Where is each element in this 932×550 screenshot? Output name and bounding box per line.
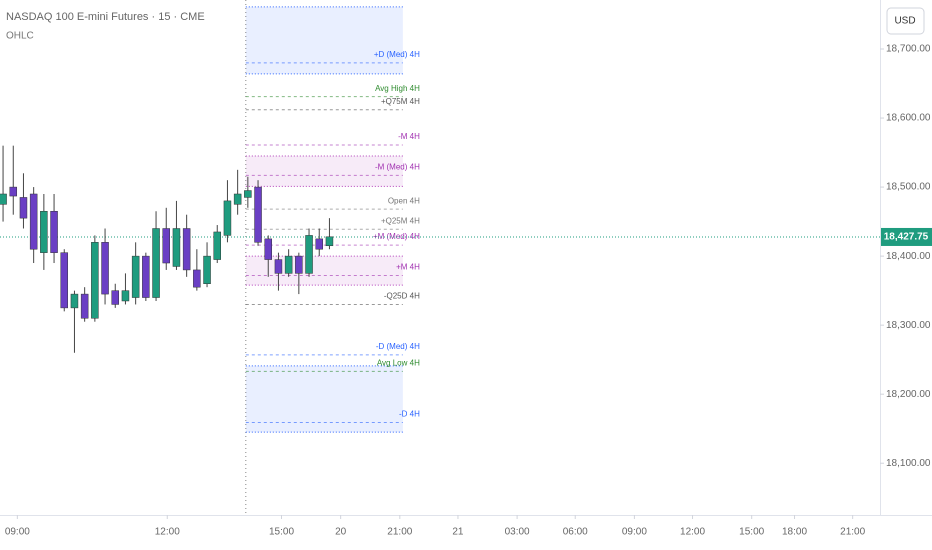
level-label: Open 4H <box>388 196 420 205</box>
zone <box>245 365 403 433</box>
y-tick-label: 18,600.00 <box>886 113 931 124</box>
candle-body <box>315 238 323 250</box>
level-label: +D (Med) 4H <box>374 50 420 59</box>
candle-body <box>203 255 211 284</box>
candle-body <box>19 197 28 219</box>
currency-button[interactable] <box>886 7 925 35</box>
candle-body <box>121 290 130 302</box>
x-tick-label: 12:00 <box>680 527 705 538</box>
level-label: Avg High 4H <box>375 84 420 93</box>
candle-body <box>254 186 262 243</box>
level-label: -M 4H <box>398 132 420 141</box>
candle-body <box>162 228 170 264</box>
x-tick-label: 09:00 <box>5 527 30 538</box>
candle-body <box>29 193 38 250</box>
candle-body <box>244 190 252 198</box>
candle-body <box>233 193 242 205</box>
y-tick-label: 18,400.00 <box>886 251 931 262</box>
x-tick-label: 20 <box>335 527 347 538</box>
level-label: +M 4H <box>396 263 420 272</box>
last-price-tag <box>881 227 932 246</box>
x-tick-label: 21 <box>452 527 464 538</box>
y-tick-label: 18,500.00 <box>886 182 931 193</box>
candle-body <box>40 210 48 253</box>
candle-body <box>9 186 18 197</box>
x-tick-label: 18:00 <box>782 527 807 538</box>
candle-body <box>213 231 221 260</box>
y-tick-label: 18,300.00 <box>886 320 931 331</box>
candle-body <box>91 242 99 319</box>
x-tick-label: 03:00 <box>505 527 530 538</box>
candle-body <box>50 210 58 253</box>
currency-label[interactable]: USD <box>894 16 915 27</box>
candle-body <box>295 255 303 274</box>
chart-subtitle: OHLC <box>6 31 34 42</box>
candle-body <box>284 255 293 274</box>
candle-body <box>101 242 109 295</box>
level-label: -M (Med) 4H <box>375 162 420 171</box>
candle-body <box>305 235 313 274</box>
x-tick-label: 15:00 <box>269 527 294 538</box>
zone <box>245 6 403 74</box>
x-tick-label: 21:00 <box>840 527 865 538</box>
candle-body <box>142 255 150 298</box>
level-label: -Q25D 4H <box>384 292 420 301</box>
candle-body <box>60 252 69 309</box>
x-tick-label: 15:00 <box>739 527 764 538</box>
y-tick-label: 18,100.00 <box>886 458 931 469</box>
candle-body <box>264 238 272 260</box>
zone <box>245 256 403 286</box>
y-tick-label: 18,200.00 <box>886 389 931 400</box>
candle-body <box>70 293 79 309</box>
last-price-label: 18,427.75 <box>884 232 929 243</box>
candle-body <box>131 255 140 298</box>
candle-body <box>80 293 89 319</box>
candle-body <box>223 200 232 236</box>
candle-body <box>182 228 191 271</box>
x-tick-label: 12:00 <box>155 527 180 538</box>
candle-body <box>152 228 160 298</box>
zone <box>245 156 403 187</box>
level-label: +Q25M 4H <box>381 216 420 225</box>
y-tick-label: 18,700.00 <box>886 44 931 55</box>
x-tick-label: 06:00 <box>563 527 588 538</box>
level-label: +Q75M 4H <box>381 97 420 106</box>
candle-body <box>111 290 120 305</box>
level-label: -D 4H <box>399 410 420 419</box>
x-tick-label: 09:00 <box>622 527 647 538</box>
candle-body <box>0 193 7 205</box>
level-label: Avg Low 4H <box>377 359 420 368</box>
candle-body <box>172 228 181 267</box>
chart-title: NASDAQ 100 E-mini Futures · 15 · CME <box>6 11 205 23</box>
candle-body <box>325 236 334 247</box>
candle-body <box>274 259 283 274</box>
candle-body <box>193 269 201 288</box>
level-label: -D (Med) 4H <box>376 342 420 351</box>
x-tick-label: 21:00 <box>387 527 412 538</box>
